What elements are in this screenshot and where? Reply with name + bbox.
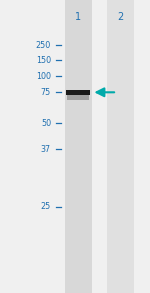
Bar <box>106 0 134 293</box>
Text: 75: 75 <box>41 88 51 97</box>
Text: 1: 1 <box>75 12 81 22</box>
Bar <box>66 90 90 95</box>
Bar <box>67 94 89 100</box>
Text: 150: 150 <box>36 56 51 64</box>
Text: 50: 50 <box>41 119 51 127</box>
Text: 25: 25 <box>41 202 51 211</box>
Text: 100: 100 <box>36 72 51 81</box>
Bar <box>64 0 92 293</box>
Text: 37: 37 <box>41 145 51 154</box>
Text: 2: 2 <box>117 12 123 22</box>
Text: 250: 250 <box>36 41 51 50</box>
